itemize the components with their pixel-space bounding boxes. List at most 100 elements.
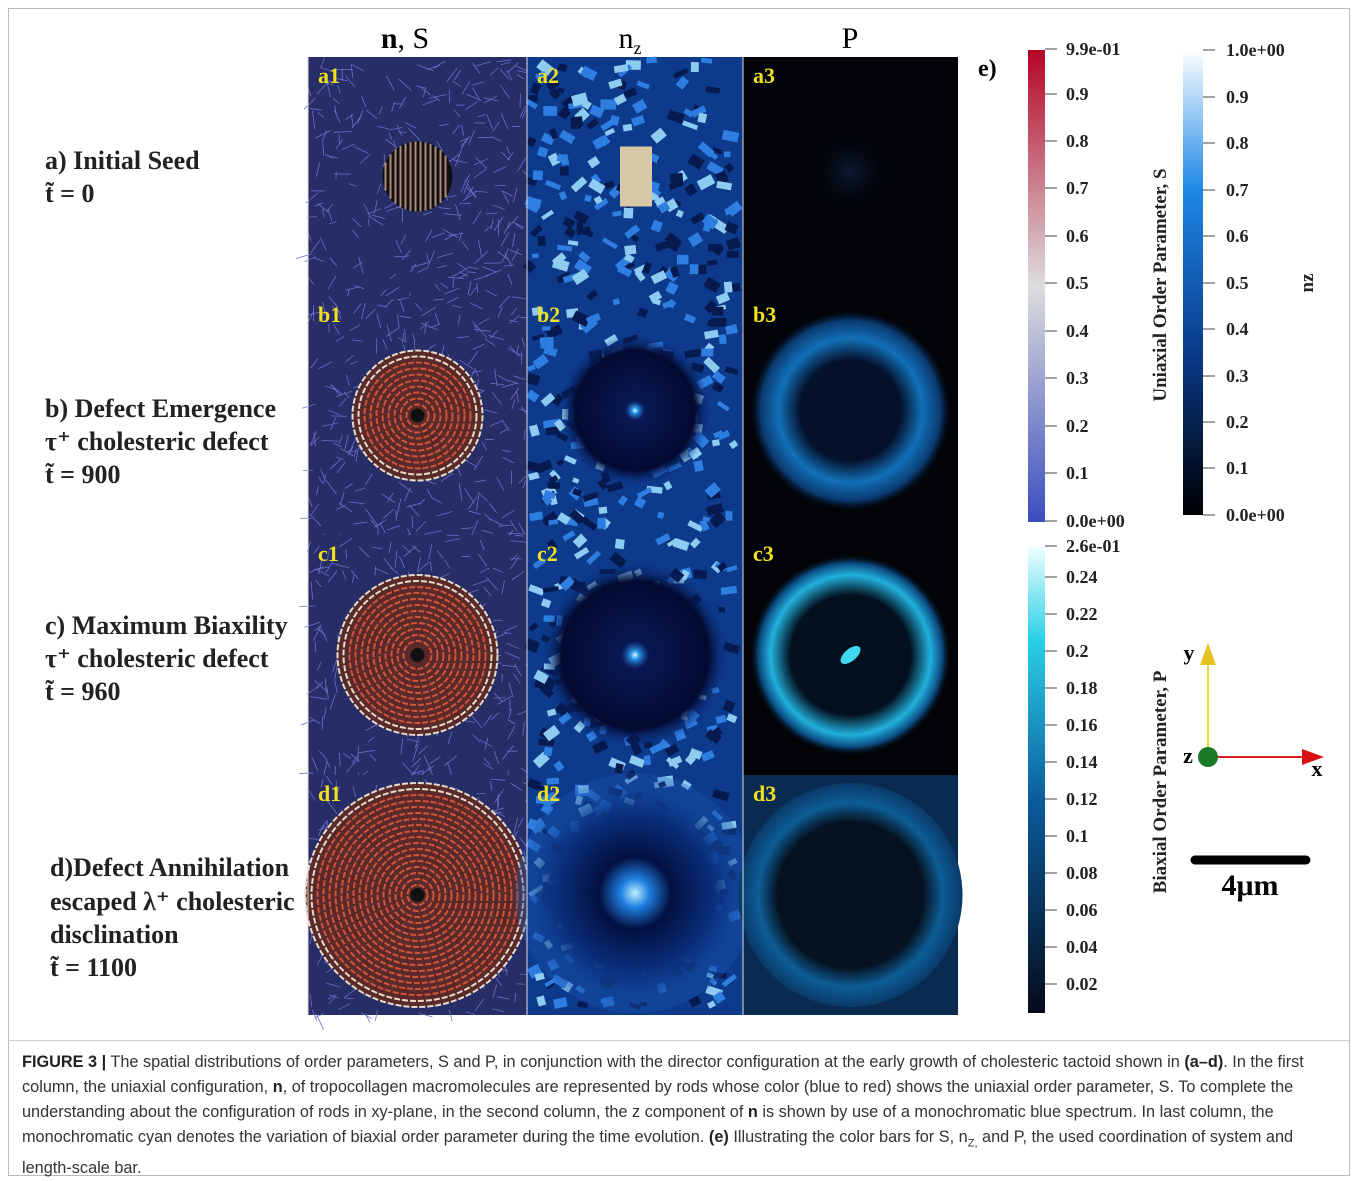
tactoid xyxy=(383,142,453,212)
nz-patch xyxy=(646,57,657,64)
center-spot xyxy=(625,401,645,421)
colorbar-title: Biaxial Order Parameter, P xyxy=(1150,670,1171,893)
panel-label: a3 xyxy=(753,63,775,88)
caption: FIGURE 3 | The spatial distributions of … xyxy=(22,1050,1338,1181)
p-ring xyxy=(751,311,951,511)
panel: c1 xyxy=(299,535,531,786)
panel-label: a1 xyxy=(318,63,340,88)
panel-label: b1 xyxy=(318,302,341,327)
column-header: nz xyxy=(619,22,642,58)
center-spot xyxy=(621,641,649,669)
defect-core xyxy=(411,648,425,662)
colorbar-tick-label: 0.5 xyxy=(1066,273,1089,293)
colorbar-tick-label: 0.9 xyxy=(1066,84,1089,104)
panel-label: d1 xyxy=(318,781,341,806)
panel: a3 xyxy=(743,57,958,296)
nz-patch xyxy=(533,170,543,180)
axis-label: y xyxy=(1184,640,1195,665)
nz-patch xyxy=(560,167,569,176)
caption-run: Z, xyxy=(968,1137,978,1149)
caption-run: n xyxy=(748,1103,758,1121)
nz-patch xyxy=(701,348,713,356)
colorbar-tick-label: 1.0e+00 xyxy=(1226,40,1285,60)
row-label: t̃ = 0 xyxy=(45,179,94,208)
caption-run: Illustrating the color bars for S, n xyxy=(729,1128,968,1146)
row-label: b) Defect Emergence xyxy=(45,394,276,423)
panel: b3 xyxy=(743,296,958,535)
panel: d2 xyxy=(515,770,755,1015)
panel: d3 xyxy=(739,775,963,1015)
nz-patch xyxy=(623,208,633,219)
colorbar-tick-label: 0.14 xyxy=(1066,752,1098,772)
colorbar-tick-label: 0.06 xyxy=(1066,900,1098,920)
director-rod xyxy=(300,773,314,774)
director-rod xyxy=(317,1014,324,1030)
colorbar-tick-label: 0.4 xyxy=(1066,321,1089,341)
colorbar-tick-label: 0.1 xyxy=(1066,826,1089,846)
nz-patch xyxy=(597,518,606,529)
caption-run: (a–d) xyxy=(1184,1053,1223,1071)
row-label: escaped λ⁺ cholesteric xyxy=(50,887,295,916)
colorbar-tick-label: 0.22 xyxy=(1066,604,1098,624)
axis-label: z xyxy=(1183,743,1193,768)
nz-patch xyxy=(670,173,683,183)
colorbars: 9.9e-01 0.9 0.8 0.7 0.6 0.5 0.4 0.3 0.2 0.1 0.0e+0… xyxy=(1028,39,1318,1013)
nz-patch xyxy=(624,245,636,255)
panel: a1 xyxy=(296,57,532,306)
colorbar-tick-label: 0.2 xyxy=(1226,412,1249,432)
page: { "column_headers": [["n", ", S"], ["n",… xyxy=(0,0,1360,1180)
row-label: disclination xyxy=(50,920,179,949)
panel-label: d3 xyxy=(753,781,776,806)
header-part: z xyxy=(634,38,642,58)
z-axis-dot xyxy=(1198,747,1218,767)
colorbar-tick-label: 0.2 xyxy=(1066,416,1089,436)
colorbar-tick-label: 0.18 xyxy=(1066,678,1098,698)
nz-patch xyxy=(690,264,699,274)
nz-patch xyxy=(693,569,707,579)
axis-label: x xyxy=(1312,756,1323,781)
caption-run: FIGURE 3 | xyxy=(22,1053,106,1071)
colorbar-tick-label: 0.1 xyxy=(1066,463,1089,483)
panel-label: e) xyxy=(978,56,997,82)
director-rod xyxy=(322,716,323,729)
row-label: c) Maximum Biaxility xyxy=(45,611,288,640)
nz-patch xyxy=(532,253,539,258)
colorbar-tick-label: 0.6 xyxy=(1066,226,1089,246)
colorbar-tick-label: 0.7 xyxy=(1226,180,1249,200)
panel-label: b3 xyxy=(753,302,776,327)
colorbar-tick-label: 0.8 xyxy=(1226,133,1249,153)
panel: b2 xyxy=(525,290,743,535)
nz-patch xyxy=(724,151,730,157)
colorbar-tick-label: 2.6e-01 xyxy=(1066,536,1120,556)
panel: c3 xyxy=(743,535,958,775)
caption-run: (e) xyxy=(709,1128,729,1146)
row-label: t̃ = 960 xyxy=(45,677,120,706)
row-label: a) Initial Seed xyxy=(45,146,200,175)
panel-label: c1 xyxy=(318,541,339,566)
colorbar-tick-label: 0.1 xyxy=(1226,458,1249,478)
scale-bar-label: 4μm xyxy=(1222,869,1279,902)
colorbar-tick-label: 9.9e-01 xyxy=(1066,39,1120,59)
header-part: n xyxy=(619,22,634,55)
header-part: P xyxy=(842,22,859,55)
colorbar-title: nz xyxy=(1297,273,1318,293)
row-label: τ⁺ cholesteric defect xyxy=(45,644,269,673)
nz-patch xyxy=(677,255,689,265)
nz-patch xyxy=(543,106,557,116)
nz-patch xyxy=(724,281,733,292)
colorbar-tick-label: 0.12 xyxy=(1066,789,1098,809)
colorbar-tick-label: 0.0e+00 xyxy=(1066,511,1125,531)
nz-patch xyxy=(598,506,607,514)
row-label: d)Defect Annihilation xyxy=(50,853,290,882)
defect-core xyxy=(411,888,425,902)
panel-label: c2 xyxy=(537,541,558,566)
colorbar-tick-label: 0.5 xyxy=(1226,273,1249,293)
row-label: τ⁺ cholesteric defect xyxy=(45,427,269,456)
colorbar-tick-label: 0.3 xyxy=(1226,366,1249,386)
panel: d1 xyxy=(306,775,538,1030)
nz-patch xyxy=(615,539,625,549)
p-glow xyxy=(806,127,896,217)
colorbar xyxy=(1028,546,1045,1013)
defect-core xyxy=(411,409,425,423)
